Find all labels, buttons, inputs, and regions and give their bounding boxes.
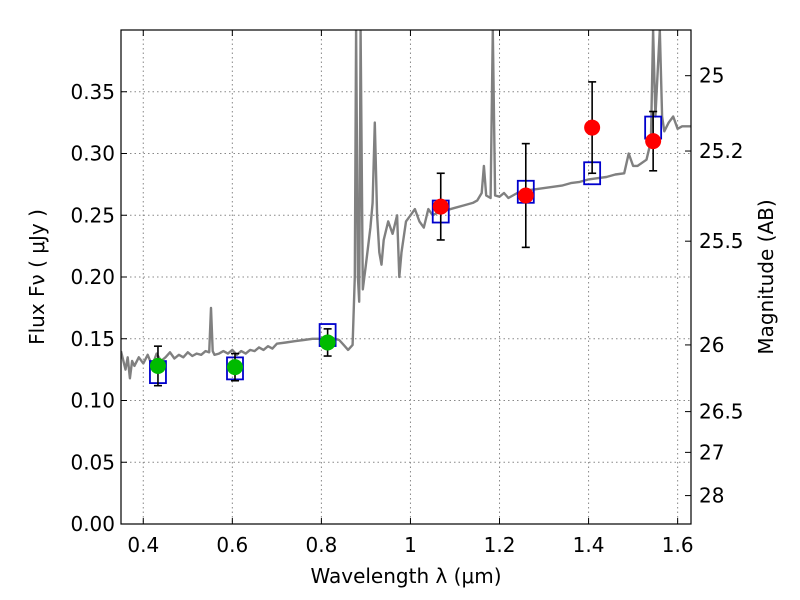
mag-tick-label-4: 26.5 (699, 400, 744, 424)
green-point-0 (149, 357, 166, 374)
y-axis-title-right: Magnitude (AB) (754, 199, 778, 354)
model-spectrum-line (121, 30, 691, 380)
x-tick-label-1: 0.6 (216, 533, 248, 557)
x-axis-title: Wavelength λ (μm) (310, 564, 501, 588)
x-tick-label-5: 1.4 (573, 533, 605, 557)
red-point-2 (584, 119, 601, 136)
y-tick-label-0: 0.00 (70, 512, 115, 536)
y-tick-label-3: 0.15 (70, 327, 115, 351)
y-tick-label-2: 0.10 (70, 389, 115, 413)
green-point-2 (319, 334, 336, 351)
mag-tick-label-1: 25.2 (699, 139, 744, 163)
mag-tick-label-5: 27 (699, 440, 724, 464)
y-tick-label-1: 0.05 (70, 450, 115, 474)
mag-tick-label-2: 25.5 (699, 229, 744, 253)
x-tick-label-0: 0.4 (127, 533, 159, 557)
mag-tick-label-0: 25 (699, 64, 724, 88)
x-tick-label-2: 0.8 (305, 533, 337, 557)
model-spectrum-layer (121, 30, 691, 380)
tick-labels: 0.4 0.6 0.8 1 1.2 1.4 1.6 0.00 0.05 0.10 0.15 0.20 0… (70, 64, 743, 557)
y-tick-label-6: 0.30 (70, 142, 115, 166)
photometry-layer (149, 119, 662, 376)
mag-tick-label-6: 28 (699, 484, 724, 508)
x-tick-label-6: 1.6 (662, 533, 694, 557)
axis-ticks (121, 30, 691, 525)
y-axis-title-left: Flux Fν ( μJy ) (25, 209, 49, 345)
y-tick-label-7: 0.35 (70, 80, 115, 104)
mag-tick-label-3: 26 (699, 333, 724, 357)
y-tick-label-4: 0.20 (70, 265, 115, 289)
green-point-1 (227, 359, 243, 376)
y-tick-label-5: 0.25 (70, 203, 115, 227)
red-point-0 (432, 198, 449, 215)
x-tick-label-4: 1.2 (484, 533, 516, 557)
red-point-3 (645, 133, 662, 150)
red-point-1 (517, 187, 534, 204)
x-tick-label-3: 1 (404, 533, 417, 557)
